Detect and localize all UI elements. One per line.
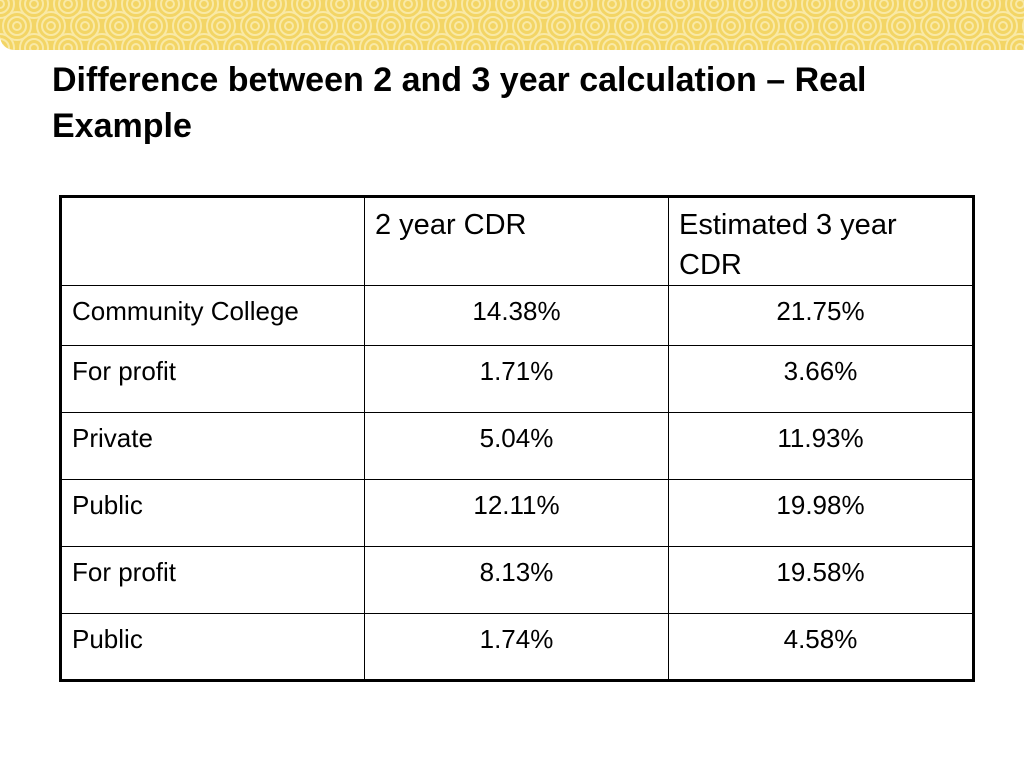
three-year-value: 21.75% xyxy=(668,285,974,346)
table-row: Private 5.04% 11.93% xyxy=(60,412,974,480)
header-cell-2-year-cdr: 2 year CDR xyxy=(364,196,669,286)
slide-title: Difference between 2 and 3 year calculat… xyxy=(52,61,867,145)
decorative-banner xyxy=(0,0,1024,50)
header-cell-estimated-3-year-cdr: Estimated 3 year CDR xyxy=(668,196,974,286)
table-row: Public 12.11% 19.98% xyxy=(60,479,974,547)
swirl-pattern-icon xyxy=(0,0,1024,50)
table-row: Public 1.74% 4.58% xyxy=(60,613,974,681)
table-row: For profit 1.71% 3.66% xyxy=(60,345,974,413)
header-cell-blank xyxy=(60,196,365,286)
row-label: Public xyxy=(60,479,365,547)
three-year-value: 19.58% xyxy=(668,546,974,614)
table-header-row: 2 year CDR Estimated 3 year CDR xyxy=(60,196,974,286)
table-row: For profit 8.13% 19.58% xyxy=(60,546,974,614)
three-year-value: 19.98% xyxy=(668,479,974,547)
table-row: Community College 14.38% 21.75% xyxy=(60,285,974,346)
two-year-value: 14.38% xyxy=(364,285,669,346)
two-year-value: 5.04% xyxy=(364,412,669,480)
row-label: Public xyxy=(60,613,365,681)
row-label: For profit xyxy=(60,546,365,614)
three-year-value: 4.58% xyxy=(668,613,974,681)
row-label: For profit xyxy=(60,345,365,413)
two-year-value: 8.13% xyxy=(364,546,669,614)
two-year-value: 1.74% xyxy=(364,613,669,681)
three-year-value: 3.66% xyxy=(668,345,974,413)
row-label: Community College xyxy=(60,285,365,346)
row-label: Private xyxy=(60,412,365,480)
three-year-value: 11.93% xyxy=(668,412,974,480)
cdr-comparison-table: 2 year CDR Estimated 3 year CDR Communit… xyxy=(59,195,975,682)
two-year-value: 12.11% xyxy=(364,479,669,547)
two-year-value: 1.71% xyxy=(364,345,669,413)
